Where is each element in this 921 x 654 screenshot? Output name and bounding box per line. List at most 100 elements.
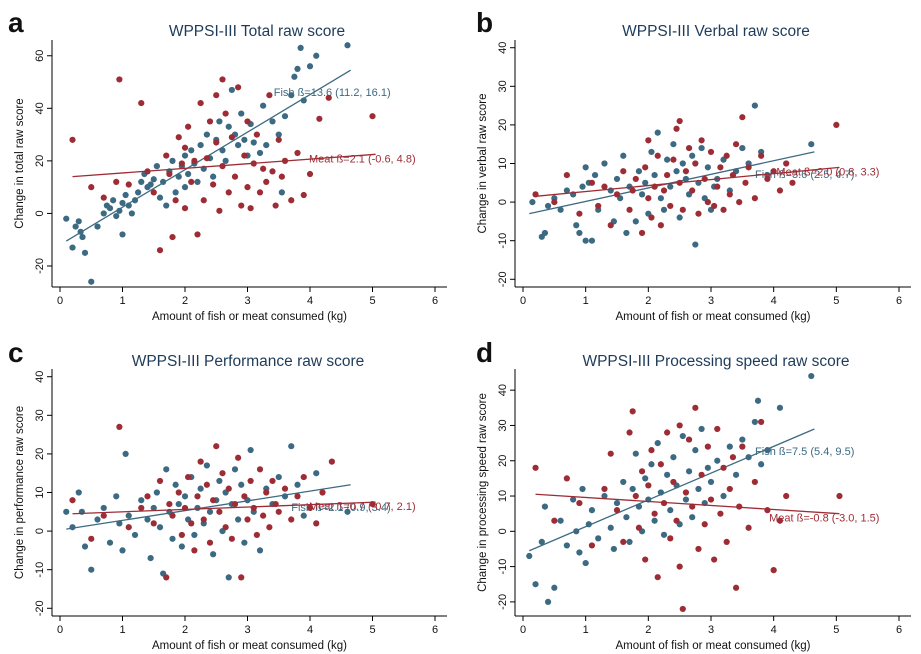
fish-point xyxy=(344,508,351,515)
meat-point xyxy=(736,503,743,510)
fish-point xyxy=(720,492,727,500)
meat-fit-line xyxy=(72,153,376,178)
meat-point xyxy=(200,197,207,204)
meat-point xyxy=(88,535,95,542)
fish-point xyxy=(642,179,649,186)
fish-point xyxy=(119,199,126,207)
fish-point xyxy=(751,102,758,109)
y-tick-label: 40 xyxy=(497,42,509,54)
meat-point xyxy=(369,113,376,120)
meat-point xyxy=(216,207,223,214)
meat-point xyxy=(563,171,570,179)
x-tick-label: 3 xyxy=(244,295,250,307)
fish-point xyxy=(235,142,242,149)
meat-point xyxy=(213,139,220,146)
fish-point xyxy=(100,504,107,512)
meat-point xyxy=(150,189,157,196)
meat-point xyxy=(241,493,248,500)
meat-point xyxy=(726,485,733,493)
meat-point xyxy=(532,464,539,471)
meat-point xyxy=(704,443,711,450)
fish-point xyxy=(88,566,95,573)
y-tick-label: 10 xyxy=(34,486,46,498)
meat-point xyxy=(739,114,746,121)
fish-point xyxy=(194,178,201,185)
meat-point xyxy=(654,574,661,581)
meat-point xyxy=(238,574,245,581)
fish-point xyxy=(172,189,179,196)
fish-annotation: Fish ß=7.5 (5.4, 9.5) xyxy=(755,446,854,458)
x-tick-label: 1 xyxy=(583,295,589,307)
fish-point xyxy=(225,574,232,581)
fish-point xyxy=(620,152,627,159)
y-tick-label: -10 xyxy=(34,562,46,578)
fish-point xyxy=(125,512,132,519)
fish-point xyxy=(623,229,630,237)
fish-point xyxy=(579,183,586,190)
meat-point xyxy=(667,202,674,210)
fish-point xyxy=(588,507,596,514)
fish-point xyxy=(808,141,815,148)
meat-point xyxy=(203,481,210,488)
fish-point xyxy=(191,531,198,539)
x-tick-label: 3 xyxy=(708,295,714,307)
fish-point xyxy=(632,218,639,225)
meat-point xyxy=(613,507,621,514)
meat-point xyxy=(711,202,718,210)
y-tick-label: 30 xyxy=(497,80,509,92)
meat-point xyxy=(316,115,323,122)
meat-point xyxy=(789,179,796,186)
fish-annotation: Fish ß=3.6 (2.5, 4.7) xyxy=(755,169,854,181)
meat-point xyxy=(563,475,570,482)
meat-point xyxy=(288,516,295,523)
meat-point xyxy=(620,168,627,175)
fish-point xyxy=(197,485,204,492)
fish-point xyxy=(294,65,301,73)
meat-point xyxy=(266,92,273,99)
meat-point xyxy=(253,531,260,539)
fish-point xyxy=(313,470,320,477)
meat-point xyxy=(125,181,132,188)
fish-point xyxy=(676,214,683,221)
fish-point xyxy=(116,520,123,527)
fish-point xyxy=(100,210,107,217)
meat-point xyxy=(191,157,198,164)
x-tick-label: 1 xyxy=(119,295,125,307)
meat-point xyxy=(235,454,242,461)
meat-point xyxy=(138,504,145,512)
fish-point xyxy=(679,432,686,440)
meat-point xyxy=(294,493,301,500)
fish-point xyxy=(704,464,711,471)
meat-point xyxy=(247,205,254,212)
meat-point xyxy=(219,470,226,477)
fish-point xyxy=(591,171,599,179)
fish-point xyxy=(638,191,646,198)
meat-point xyxy=(210,497,217,504)
meat-point xyxy=(689,503,696,510)
meat-point xyxy=(629,187,636,194)
chart-panel-c: c WPPSI-III Performance raw score 0 1 2 3 4 5 6 -… xyxy=(8,337,447,652)
fish-point xyxy=(682,496,690,503)
meat-point xyxy=(69,136,76,143)
meat-point xyxy=(266,524,273,531)
fish-point xyxy=(620,478,627,486)
meat-point xyxy=(758,152,765,159)
fish-point xyxy=(222,157,229,164)
fish-point xyxy=(808,372,815,380)
x-tick-label: 0 xyxy=(520,624,526,636)
meat-point xyxy=(698,137,705,144)
meat-point xyxy=(698,471,705,478)
fish-point xyxy=(69,244,76,251)
fish-point xyxy=(300,512,307,519)
meat-point xyxy=(745,164,752,171)
meat-point xyxy=(306,170,314,178)
fish-point xyxy=(541,503,549,510)
fish-point xyxy=(538,538,545,546)
fish-point xyxy=(698,144,705,152)
meat-point xyxy=(745,524,752,531)
meat-point xyxy=(651,510,658,517)
meat-point xyxy=(717,164,724,171)
fish-point xyxy=(692,241,699,248)
fish-point xyxy=(241,539,248,546)
